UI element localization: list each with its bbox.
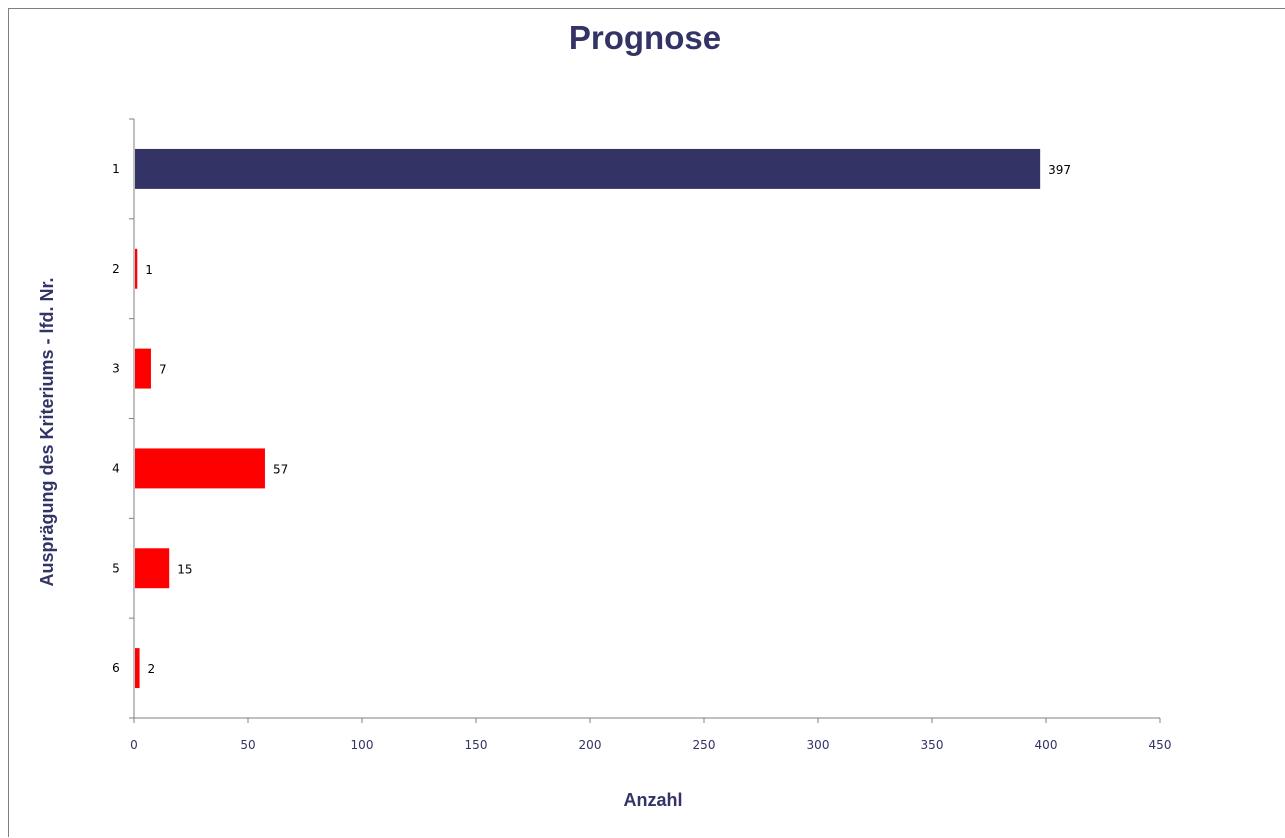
data-label: 7 bbox=[159, 363, 167, 377]
y-axis-title-group: Ausprägung des Kriteriums - lfd. Nr. bbox=[37, 277, 57, 586]
data-label: 397 bbox=[1048, 163, 1071, 177]
bar bbox=[135, 148, 1041, 189]
x-tick-label: 0 bbox=[130, 738, 138, 752]
data-label: 2 bbox=[148, 662, 156, 676]
data-label: 1 bbox=[145, 263, 153, 277]
bar bbox=[135, 548, 170, 589]
x-tick-label: 50 bbox=[240, 738, 255, 752]
x-tick-label: 400 bbox=[1035, 738, 1058, 752]
bar bbox=[135, 448, 265, 489]
y-tick-label: 3 bbox=[112, 362, 120, 376]
x-tick-label: 200 bbox=[579, 738, 602, 752]
bar bbox=[135, 248, 138, 289]
data-label: 15 bbox=[177, 562, 192, 576]
y-tick-label: 1 bbox=[112, 162, 120, 176]
y-tick-label: 5 bbox=[112, 561, 120, 575]
x-axis-title: Anzahl bbox=[623, 790, 682, 810]
y-tick-label: 2 bbox=[112, 262, 120, 276]
x-tick-label: 100 bbox=[351, 738, 374, 752]
chart-frame: Prognose Ausprägung des Kriteriums - lfd… bbox=[8, 8, 1285, 837]
x-tick-label: 350 bbox=[921, 738, 944, 752]
y-tick-label: 4 bbox=[112, 461, 120, 475]
x-tick-label: 300 bbox=[807, 738, 830, 752]
chart-canvas: Prognose Ausprägung des Kriteriums - lfd… bbox=[37, 19, 1172, 810]
data-label: 57 bbox=[273, 462, 288, 476]
x-tick-label: 450 bbox=[1149, 738, 1172, 752]
plot-area: 0 50 100 150 200 250 300 350 400 450 1 397 2 1 3 7 4 57 5 1… bbox=[112, 118, 1172, 752]
bar bbox=[135, 348, 151, 389]
x-tick-label: 250 bbox=[693, 738, 716, 752]
y-tick-label: 6 bbox=[112, 661, 120, 675]
chart-title: Prognose bbox=[569, 19, 721, 56]
y-axis-title: Ausprägung des Kriteriums - lfd. Nr. bbox=[37, 277, 57, 586]
bar bbox=[135, 648, 140, 689]
x-tick-label: 150 bbox=[465, 738, 488, 752]
